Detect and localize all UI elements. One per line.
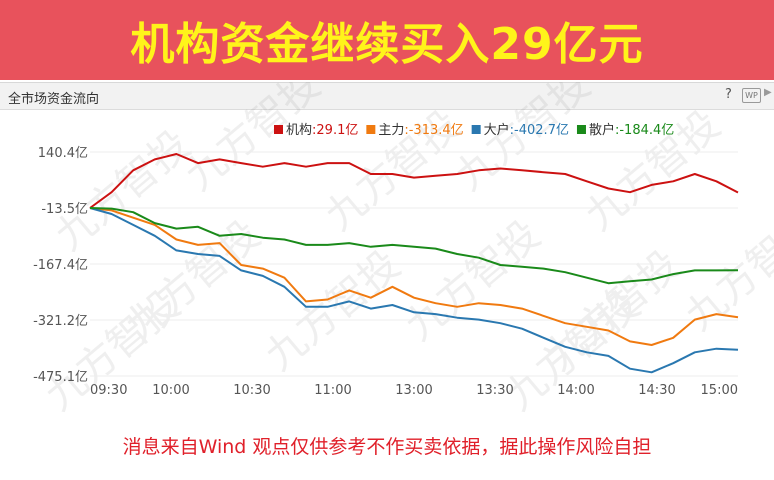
legend-label: 大户:-402.7亿: [484, 122, 569, 138]
watermark-text: 九方智投: [397, 212, 549, 350]
y-tick-label: -167.4亿: [33, 258, 88, 273]
series-line-大户: [89, 207, 739, 374]
x-tick-label: 09:30: [90, 383, 127, 398]
x-tick-label: 10:00: [152, 383, 189, 398]
y-tick-label: -13.5亿: [41, 202, 88, 217]
legend-swatch: [366, 125, 376, 134]
wp-icon[interactable]: WP: [742, 88, 761, 103]
panel-header: 全市场资金流向 ? WP ▶: [0, 83, 774, 110]
legend-label: 主力:-313.4亿: [378, 123, 463, 138]
legend-swatch: [274, 125, 283, 134]
x-tick-label: 14:00: [557, 383, 594, 398]
legend-swatch: [471, 125, 481, 134]
x-tick-label: 13:30: [476, 383, 513, 398]
series-line-机构: [89, 153, 739, 209]
x-tick-label: 15:00: [701, 383, 738, 398]
x-tick-label: 10:30: [233, 383, 270, 398]
legend-label: 机构:29.1亿: [286, 123, 358, 138]
watermark-text: 九方智投: [447, 82, 599, 200]
x-tick-label: 11:00: [314, 383, 351, 398]
y-tick-label: -475.1亿: [33, 370, 88, 385]
headline-banner: 机构资金继续买入29亿元: [0, 0, 774, 80]
chart-panel: 全市场资金流向 ? WP ▶: [0, 82, 774, 419]
help-icon[interactable]: ?: [725, 87, 732, 102]
fund-flow-chart: 九方智投九方智投九方智投九方智投九方智投九方智投九方智投九方智投九方智投九方智投…: [33, 82, 774, 418]
panel-title: 全市场资金流向: [8, 92, 100, 107]
disclaimer-footer: 消息来自Wind 观点仅供参考不作买卖依据，据此操作风险自担: [122, 436, 652, 458]
watermark-text: 九方智投: [177, 82, 329, 200]
x-tick-label: 13:00: [395, 383, 432, 398]
y-tick-label: 140.4亿: [38, 146, 88, 161]
legend-swatch: [576, 125, 586, 134]
x-tick-label: 14:30: [638, 383, 675, 398]
legend-label: 散户:-184.4亿: [589, 122, 674, 138]
scroll-right-icon[interactable]: ▶: [764, 87, 772, 98]
legend: 机构:29.1亿 主力:-313.4亿 大户:-402.7亿 散户:-184.4亿: [274, 122, 674, 138]
series-line-主力: [89, 207, 739, 346]
headline-title: 机构资金继续买入29亿元: [130, 19, 644, 70]
series-line-散户: [89, 207, 739, 285]
watermark-text: 九方智投: [257, 242, 409, 380]
y-tick-label: -321.2亿: [33, 314, 88, 329]
